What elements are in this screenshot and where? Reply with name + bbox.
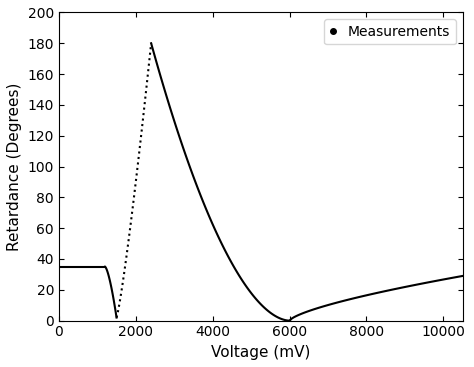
Legend: Measurements: Measurements (324, 19, 456, 44)
Y-axis label: Retardance (Degrees): Retardance (Degrees) (7, 82, 22, 251)
X-axis label: Voltage (mV): Voltage (mV) (211, 345, 310, 360)
